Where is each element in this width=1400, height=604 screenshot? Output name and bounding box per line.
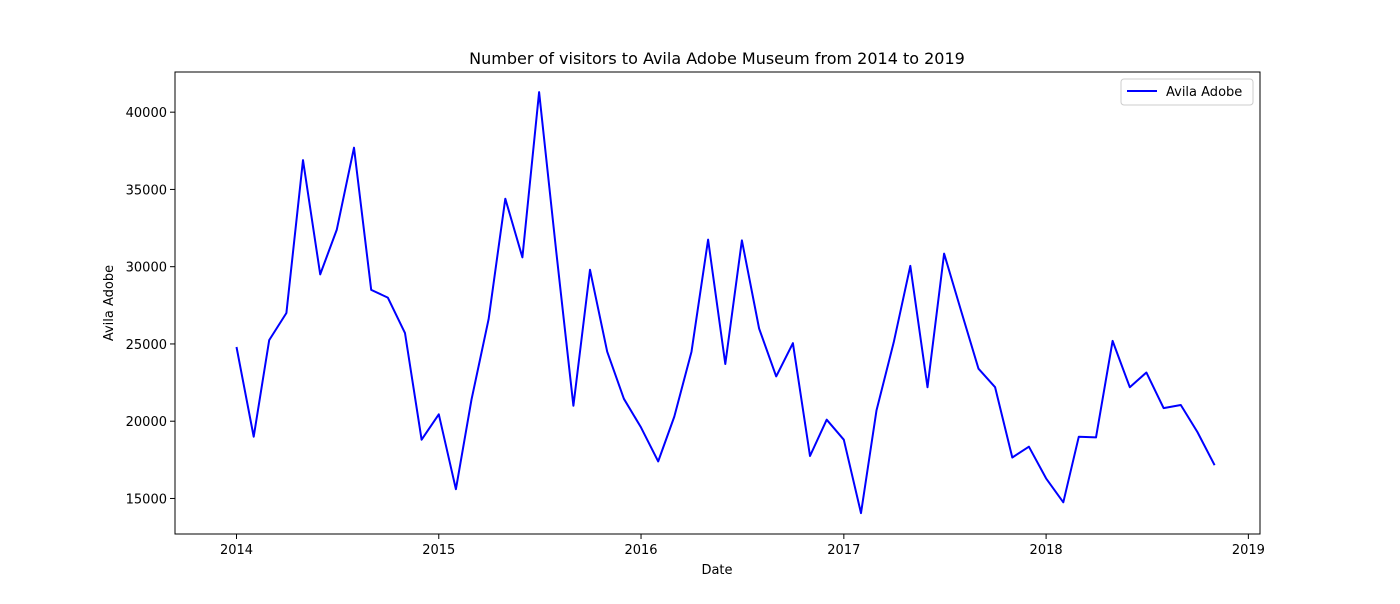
legend-box: [1120, 78, 1254, 106]
x-tick-label: 2015: [422, 543, 455, 558]
x-axis-ticks: 2014 2015 2016 2017 2018 2019: [220, 534, 1265, 558]
y-axis-ticks: 15000 20000 25000 30000 35000 40000: [126, 106, 175, 507]
y-axis-label: Avila Adobe: [102, 265, 117, 341]
plot-marks: [235, 91, 1216, 515]
y-tick-label: 25000: [126, 338, 167, 353]
x-tick-label: 2014: [220, 543, 253, 558]
x-tick-label: 2017: [827, 543, 860, 558]
legend-label: Avila Adobe: [1166, 85, 1242, 100]
x-tick-label: 2016: [624, 543, 657, 558]
y-tick-label: 15000: [126, 492, 167, 507]
chart-title: Number of visitors to Avila Adobe Museum…: [469, 49, 965, 68]
series-line-0: [235, 91, 1216, 515]
x-axis-label: Date: [701, 563, 732, 578]
plot-area-frame: [174, 71, 1261, 535]
y-tick-label: 35000: [126, 183, 167, 198]
x-tick-label: 2018: [1030, 543, 1063, 558]
y-tick-label: 30000: [126, 261, 167, 276]
x-tick-label: 2019: [1232, 543, 1265, 558]
y-tick-label: 40000: [126, 106, 167, 121]
y-tick-label: 20000: [126, 415, 167, 430]
legend: Avila Adobe: [1120, 78, 1254, 106]
